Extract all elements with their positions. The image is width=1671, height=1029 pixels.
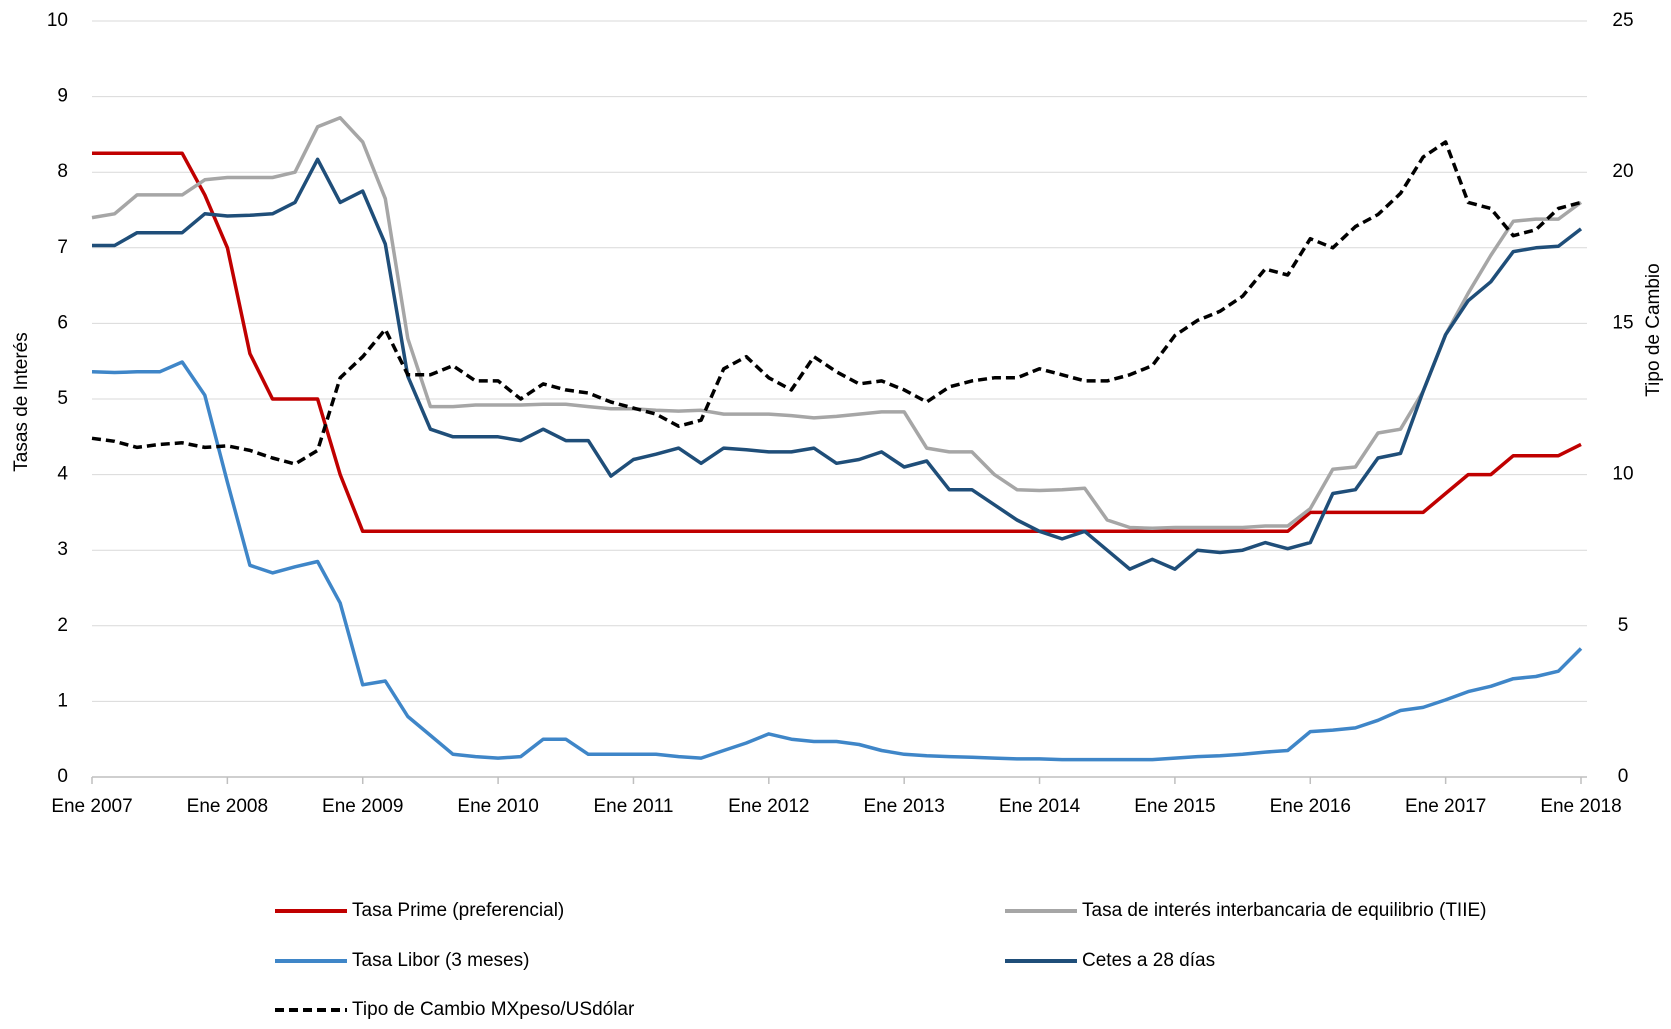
- x-tick-label: Ene 2013: [864, 796, 945, 817]
- x-tick-label: Ene 2012: [728, 796, 809, 817]
- legend-label: Tasa Prime (preferencial): [352, 900, 564, 921]
- y-tick-label: 8: [57, 161, 68, 182]
- series-line: [92, 151, 1582, 534]
- legend-label: Tasa de interés interbancaria de equilib…: [1082, 900, 1486, 921]
- legend-label: Tipo de Cambio MXpeso/USdólar: [352, 999, 635, 1020]
- y-tick-label: 0: [57, 766, 68, 787]
- y2-tick-label: 10: [1612, 464, 1633, 485]
- y2-tick-label: 25: [1612, 10, 1633, 31]
- y-tick-label: 7: [57, 237, 68, 258]
- x-tick-label: Ene 2016: [1270, 796, 1351, 817]
- x-tick-label: Ene 2009: [322, 796, 403, 817]
- y2-axis-label: Tipo de Cambio: [1643, 263, 1664, 396]
- x-tick-label: Ene 2018: [1540, 796, 1621, 817]
- y2-tick-label: 15: [1612, 312, 1633, 333]
- y2-tick-label: 5: [1618, 615, 1629, 636]
- series-line: [91, 140, 1582, 466]
- x-tick-label: Ene 2008: [187, 796, 268, 817]
- y2-tick-label: 20: [1612, 161, 1633, 182]
- legend-label: Cetes a 28 días: [1082, 950, 1215, 971]
- x-tick-label: Ene 2007: [51, 796, 132, 817]
- y-tick-label: 3: [57, 539, 68, 560]
- y2-tick-label: 0: [1618, 766, 1629, 787]
- y-tick-label: 1: [57, 690, 68, 711]
- y-tick-label: 4: [57, 464, 68, 485]
- x-tick-label: Ene 2015: [1134, 796, 1215, 817]
- y-tick-label: 2: [57, 615, 68, 636]
- x-tick-label: Ene 2010: [457, 796, 538, 817]
- y-axis-label: Tasas de Interés: [11, 332, 32, 471]
- y-tick-label: 5: [57, 388, 68, 409]
- y-tick-label: 10: [47, 10, 68, 31]
- x-tick-label: Ene 2011: [593, 796, 673, 817]
- y-tick-label: 6: [57, 312, 68, 333]
- x-tick-label: Ene 2017: [1405, 796, 1486, 817]
- series-line: [92, 157, 1583, 571]
- series-line: [91, 116, 1583, 531]
- x-tick-label: Ene 2014: [999, 796, 1081, 817]
- legend-label: Tasa Libor (3 meses): [352, 950, 529, 971]
- y-tick-label: 9: [57, 86, 68, 107]
- series-line: [91, 360, 1583, 762]
